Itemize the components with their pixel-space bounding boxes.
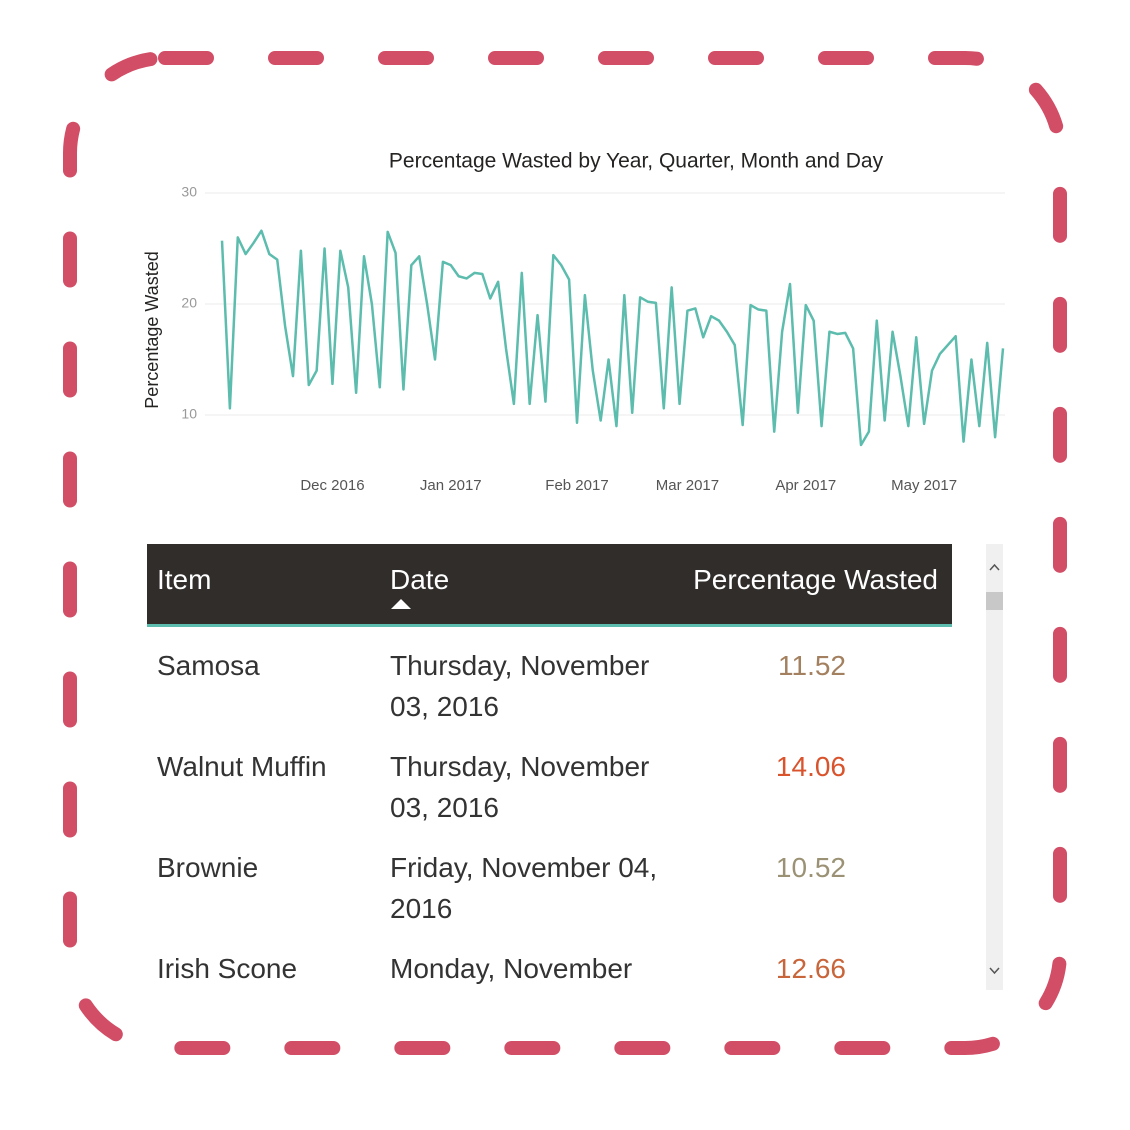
x-tick-label: May 2017 — [891, 477, 957, 494]
x-tick-label: Dec 2016 — [300, 477, 364, 494]
chart-title: Percentage Wasted by Year, Quarter, Mont… — [389, 150, 884, 173]
x-tick-label: Jan 2017 — [420, 477, 482, 494]
y-tick-label: 30 — [181, 184, 197, 200]
value-cell: 11.52 — [778, 650, 846, 681]
date-cell: Monday, November — [390, 953, 633, 984]
x-tick-label: Mar 2017 — [656, 477, 719, 494]
dashed-border — [63, 51, 1067, 1055]
table-row: Walnut Muffin Thursday, November 03, 2016… — [147, 728, 952, 829]
table-row: Samosa Thursday, November 03, 2016 11.52 — [147, 627, 952, 728]
header-cell[interactable]: Date — [390, 564, 450, 595]
item-cell: Samosa — [157, 650, 260, 681]
y-tick-label: 20 — [181, 295, 197, 311]
scrollbar[interactable] — [986, 544, 1003, 990]
table-header: Item Date Percentage Wasted — [147, 544, 952, 627]
value-cell: 14.06 — [775, 751, 846, 782]
x-tick-label: Feb 2017 — [545, 477, 608, 494]
x-tick-label: Apr 2017 — [775, 477, 836, 494]
item-cell: Irish Scone — [157, 953, 298, 984]
table-row: Brownie Friday, November 04, 2016 10.52 — [147, 829, 952, 930]
header-cell[interactable]: Item — [157, 564, 212, 595]
item-cell: Brownie — [157, 852, 259, 883]
date-cell: Thursday, November 03, 2016 — [390, 751, 650, 823]
value-cell: 12.66 — [775, 953, 846, 984]
header-cell[interactable]: Percentage Wasted — [693, 564, 938, 595]
line — [220, 229, 1005, 447]
value-cell: 10.52 — [775, 852, 846, 883]
date-cell: Friday, November 04, 2016 — [390, 852, 658, 924]
sort-arrow — [391, 599, 411, 609]
table: Item Date Percentage Wasted Samosa Thursd… — [147, 544, 952, 990]
y-tick-label: 10 — [181, 406, 197, 422]
item-cell: Walnut Muffin — [157, 751, 327, 782]
table-row: Irish Scone Monday, November 12.66 — [147, 930, 952, 990]
table-body: Samosa Thursday, November 03, 2016 11.52 Wa… — [147, 627, 952, 990]
y-axis-title: Percentage Wasted — [142, 251, 162, 408]
scrollbar-graphics — [986, 563, 1003, 975]
date-cell: Thursday, November 03, 2016 — [390, 650, 650, 722]
